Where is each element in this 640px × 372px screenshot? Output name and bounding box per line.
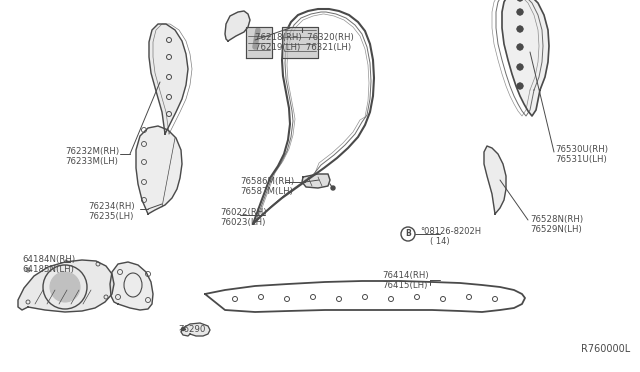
Text: 76415(LH): 76415(LH): [382, 281, 428, 290]
Text: 76414(RH): 76414(RH): [382, 271, 429, 280]
Text: 76530U(RH): 76530U(RH): [555, 145, 608, 154]
Circle shape: [517, 0, 523, 1]
Text: °08126-8202H: °08126-8202H: [420, 227, 481, 236]
Circle shape: [182, 327, 184, 330]
Circle shape: [517, 64, 523, 70]
Text: 76219(LH)  76321(LH): 76219(LH) 76321(LH): [255, 43, 351, 52]
Circle shape: [331, 186, 335, 190]
Circle shape: [517, 26, 523, 32]
Polygon shape: [136, 126, 182, 214]
Polygon shape: [110, 262, 153, 310]
Text: R760000L: R760000L: [580, 344, 630, 354]
Circle shape: [517, 9, 523, 15]
Polygon shape: [502, 0, 549, 116]
Circle shape: [517, 83, 523, 89]
Text: 76290: 76290: [178, 325, 205, 334]
Polygon shape: [246, 27, 272, 58]
Text: 76587M(LH): 76587M(LH): [240, 187, 293, 196]
Polygon shape: [302, 174, 330, 188]
Text: ( 14): ( 14): [430, 237, 450, 246]
Text: 76531U(LH): 76531U(LH): [555, 155, 607, 164]
Polygon shape: [149, 24, 188, 134]
Text: 76218(RH)  76320(RH): 76218(RH) 76320(RH): [255, 33, 354, 42]
Circle shape: [50, 272, 80, 302]
Text: 76022(RH): 76022(RH): [220, 208, 267, 217]
Polygon shape: [484, 146, 506, 214]
Text: 76528N(RH): 76528N(RH): [530, 215, 583, 224]
Text: 76234(RH): 76234(RH): [88, 202, 134, 211]
Polygon shape: [181, 323, 210, 336]
Text: 76233M(LH): 76233M(LH): [65, 157, 118, 166]
Text: 76235(LH): 76235(LH): [88, 212, 133, 221]
Text: 64184N(RH): 64184N(RH): [22, 255, 75, 264]
Text: B: B: [405, 230, 411, 238]
Polygon shape: [282, 27, 318, 58]
Text: 76023(LH): 76023(LH): [220, 218, 266, 227]
Text: 64185N(LH): 64185N(LH): [22, 265, 74, 274]
Text: 76586M(RH): 76586M(RH): [240, 177, 294, 186]
Polygon shape: [18, 260, 114, 312]
Circle shape: [517, 44, 523, 50]
Text: 76529N(LH): 76529N(LH): [530, 225, 582, 234]
Polygon shape: [225, 11, 250, 41]
Text: 76232M(RH): 76232M(RH): [65, 147, 119, 156]
